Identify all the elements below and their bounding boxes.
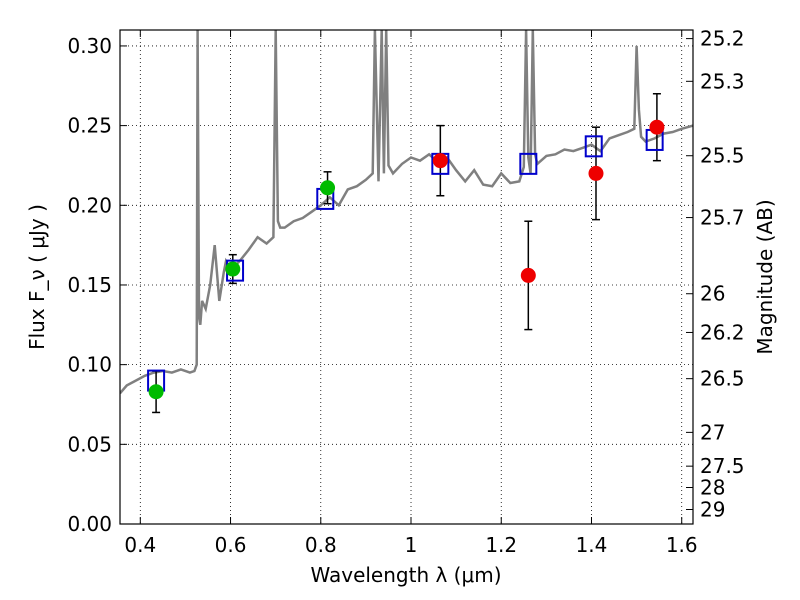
photometry-points: [148, 119, 665, 400]
y-tick-label: 0.20: [67, 193, 112, 217]
y-axis-ticks: 0.00 0.05 0.10 0.15 0.20 0.25 0.30: [67, 34, 127, 536]
y-tick-label: 0.00: [67, 512, 112, 536]
model-box: [519, 152, 538, 175]
y2-tick-label: 27.5: [700, 454, 745, 478]
y-axis-label: Flux F_ν ( μJy ): [25, 204, 49, 350]
green-data-point: [320, 180, 336, 196]
spectrum-line: [120, 30, 693, 395]
y2-tick-label: 25.5: [700, 144, 745, 168]
red-data-point: [432, 153, 448, 169]
x-axis-label: Wavelength λ (μm): [310, 563, 501, 587]
red-data-point: [649, 119, 665, 135]
green-data-point: [148, 384, 164, 400]
model-box: [584, 135, 603, 158]
x-axis-ticks: 0.4 0.6 0.8 1 1.2 1.4 1.6: [124, 30, 698, 557]
x-tick-label: 1.2: [485, 533, 517, 557]
x-tick-label: 1.4: [576, 533, 608, 557]
green-data-point: [225, 261, 241, 277]
x-tick-label: 0.6: [215, 533, 247, 557]
red-data-point: [520, 267, 536, 283]
y2-tick-label: 25.3: [700, 69, 745, 93]
red-data-point: [588, 165, 604, 181]
x-tick-label: 1: [405, 533, 418, 557]
y2-axis-label: Magnitude (AB): [753, 199, 777, 354]
y2-tick-label: 25.7: [700, 206, 745, 230]
y-tick-label: 0.15: [67, 273, 112, 297]
plot-data: [120, 30, 693, 414]
y2-tick-label: 25.2: [700, 27, 745, 51]
x-tick-label: 0.4: [124, 533, 156, 557]
y2-tick-label: 27: [700, 420, 725, 444]
y2-tick-label: 28: [700, 476, 725, 500]
y2-tick-label: 26.2: [700, 320, 745, 344]
y-tick-label: 0.10: [67, 353, 112, 377]
plot-frame: [119, 29, 694, 525]
y2-tick-label: 26.5: [700, 367, 745, 391]
y-tick-label: 0.05: [67, 432, 112, 456]
x-tick-label: 0.8: [305, 533, 337, 557]
y2-tick-label: 26: [700, 282, 725, 306]
y-tick-label: 0.30: [67, 34, 112, 58]
x-tick-label: 1.6: [666, 533, 698, 557]
y2-tick-label: 29: [700, 497, 725, 521]
y-tick-label: 0.25: [67, 114, 112, 138]
